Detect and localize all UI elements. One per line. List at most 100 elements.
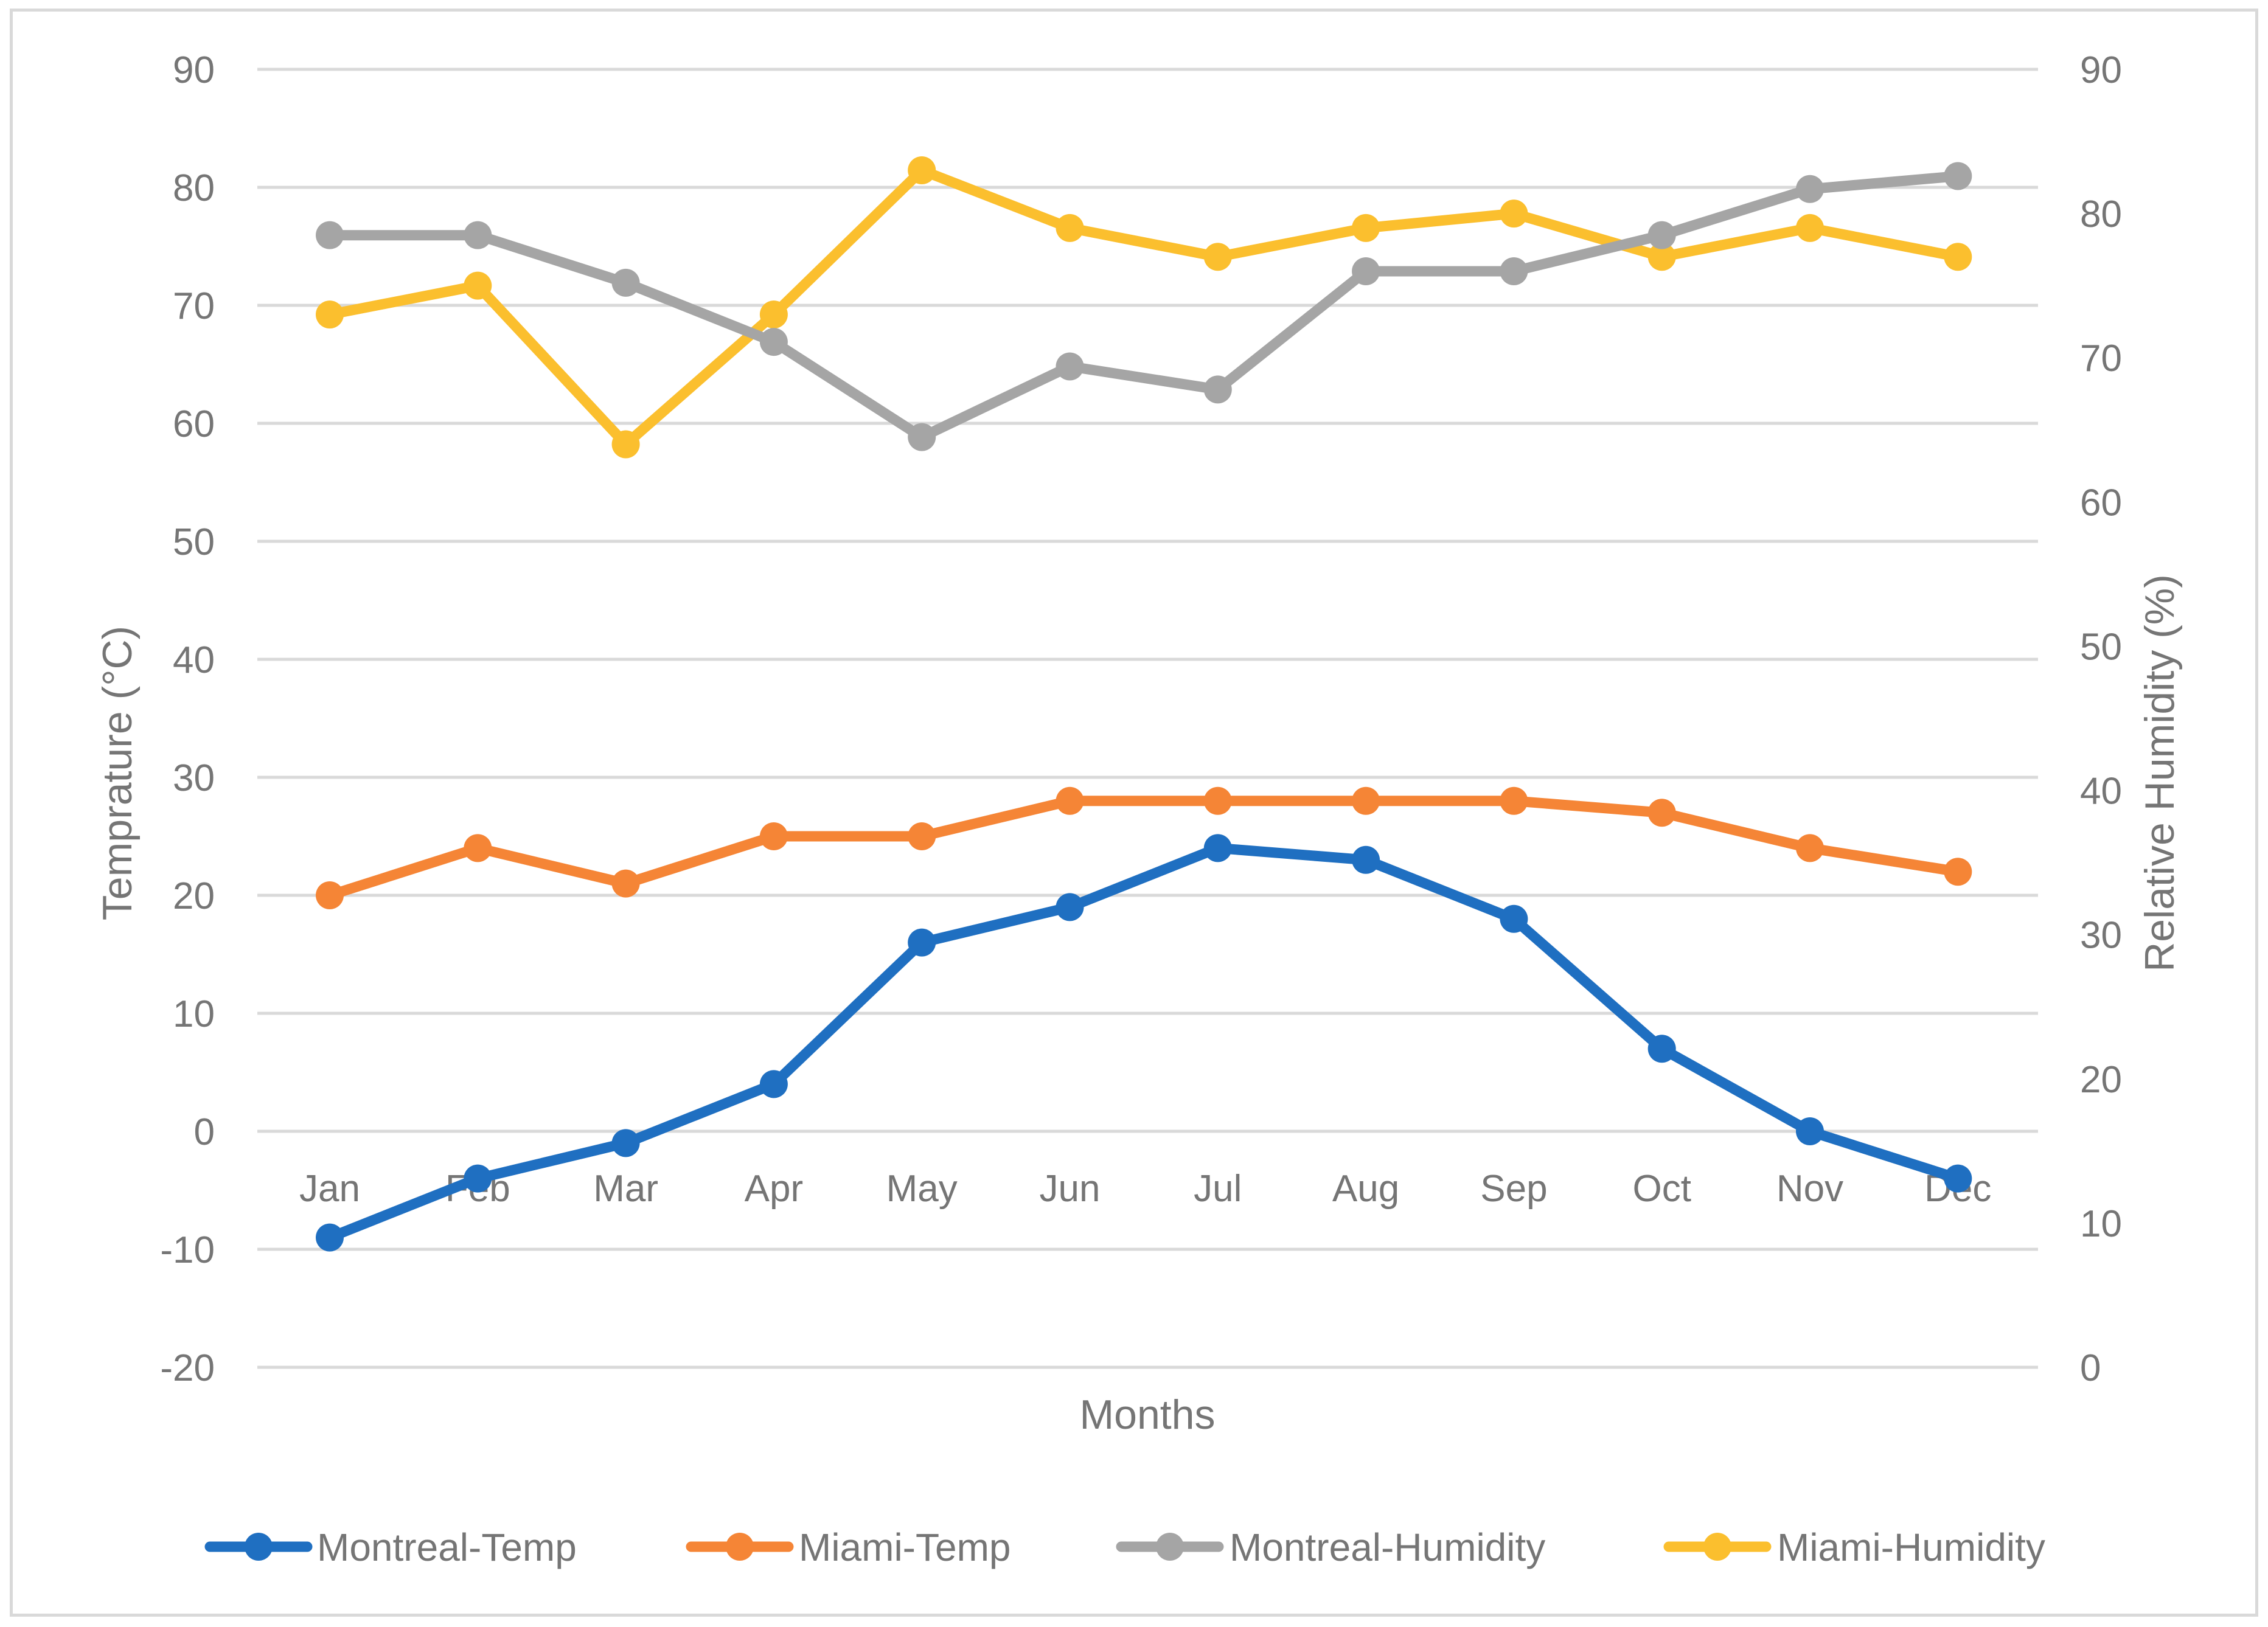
data-point (1056, 213, 1084, 242)
series-line (324, 165, 1963, 449)
y-tick-label-right: 60 (2080, 482, 2122, 524)
y-tick-label-right: 50 (2080, 626, 2122, 668)
data-point (464, 271, 492, 300)
data-point (908, 928, 936, 957)
series-montreal-temp (316, 834, 1972, 1252)
series-lines (316, 156, 1972, 1252)
data-point (1944, 858, 1972, 886)
y-tick-label-right: 40 (2080, 771, 2122, 813)
y-axis-title-left: Temprature (°C) (94, 626, 141, 920)
data-point (611, 268, 640, 297)
data-point (316, 1223, 344, 1252)
data-point (908, 822, 936, 850)
y-tick-label-right: 30 (2080, 915, 2122, 957)
y-tick-label-left: 70 (173, 285, 215, 327)
data-point (1944, 162, 1972, 190)
series-line (324, 842, 1963, 1243)
data-point (1500, 199, 1528, 228)
data-point (611, 1129, 640, 1157)
y-tick-label-right: 90 (2080, 49, 2122, 91)
data-point (1056, 786, 1084, 815)
data-point (316, 221, 344, 249)
legend-label: Montreal-Temp (317, 1525, 577, 1569)
data-point (1944, 243, 1972, 271)
left-y-axis: 90 80 70 60 50 40 30 20 10 0 -10 -20 (160, 49, 215, 1389)
y-tick-label-right: 70 (2080, 338, 2122, 380)
data-point (1796, 175, 1824, 203)
y-tick-label-right: 0 (2080, 1347, 2101, 1389)
legend: Montreal-Temp Miami-Temp Montreal-Humidity… (204, 1525, 2045, 1569)
chart-frame: 90 80 70 60 50 40 30 20 10 0 -10 -20 90 80 70 60 50 40 30… (10, 9, 2258, 1617)
data-point (759, 1070, 788, 1098)
legend-item-montreal-temp: Montreal-Temp (204, 1525, 577, 1569)
x-tick-label: Jul (1194, 1168, 1242, 1210)
data-point (1647, 221, 1676, 249)
y-tick-label-right: 10 (2080, 1203, 2122, 1245)
data-point (1352, 845, 1380, 874)
data-point (1647, 799, 1676, 827)
data-point (316, 881, 344, 909)
y-tick-label-left: 50 (173, 521, 215, 563)
data-point (316, 300, 344, 329)
y-tick-label-left: 80 (173, 167, 215, 209)
data-point (1352, 786, 1380, 815)
data-point (1500, 786, 1528, 815)
x-tick-label: Apr (745, 1168, 803, 1210)
legend-label: Miami-Humidity (1777, 1525, 2045, 1569)
data-point (1352, 257, 1380, 285)
data-point (1203, 786, 1232, 815)
data-point (1500, 904, 1528, 933)
x-tick-label: Nov (1776, 1168, 1843, 1210)
data-point (759, 822, 788, 850)
series-line (324, 796, 1963, 901)
data-point (1056, 893, 1084, 921)
y-tick-label-right: 80 (2080, 193, 2122, 235)
x-tick-label: Jun (1040, 1168, 1101, 1210)
series-miami-humidity (316, 156, 1972, 459)
data-point (611, 430, 640, 459)
data-point (1203, 375, 1232, 404)
y-tick-label-left: 30 (173, 757, 215, 799)
data-point (464, 1164, 492, 1193)
data-point (611, 869, 640, 898)
data-point (1352, 213, 1380, 242)
legend-item-miami-humidity: Miami-Humidity (1663, 1525, 2045, 1569)
legend-label: Montreal-Humidity (1230, 1525, 1545, 1569)
data-point (1796, 1117, 1824, 1145)
data-point (1203, 834, 1232, 862)
legend-swatch-marker (726, 1533, 754, 1561)
data-point (759, 328, 788, 356)
data-point (908, 156, 936, 184)
x-axis: JanFebMarAprMayJunJulAugSepOctNovDec (299, 1168, 1991, 1210)
x-axis-title: Months (1080, 1392, 1216, 1438)
y-tick-label-left: 90 (173, 49, 215, 91)
gridlines (257, 68, 2038, 1369)
line-chart: 90 80 70 60 50 40 30 20 10 0 -10 -20 90 80 70 60 50 40 30… (94, 49, 2183, 1569)
legend-label: Miami-Temp (799, 1525, 1011, 1569)
x-tick-label: Jan (299, 1168, 360, 1210)
y-tick-label-left: 60 (173, 403, 215, 445)
data-point (1796, 834, 1824, 862)
y-tick-label-left: -10 (160, 1229, 215, 1271)
y-tick-label-right: 20 (2080, 1059, 2122, 1101)
x-tick-label: Aug (1332, 1168, 1399, 1210)
x-tick-label: Mar (593, 1168, 658, 1210)
x-tick-label: Oct (1632, 1168, 1691, 1210)
y-tick-label-left: -20 (160, 1347, 215, 1389)
series-line (324, 171, 1963, 443)
right-y-axis: 90 80 70 60 50 40 30 20 10 0 (2080, 49, 2122, 1389)
legend-item-montreal-humidity: Montreal-Humidity (1116, 1525, 1545, 1569)
data-point (759, 300, 788, 329)
data-point (1796, 213, 1824, 242)
data-point (908, 423, 936, 451)
data-point (1944, 1164, 1972, 1193)
data-point (1056, 352, 1084, 381)
series-miami-temp (316, 786, 1972, 909)
legend-swatch-marker (1156, 1533, 1184, 1561)
y-tick-label-left: 20 (173, 875, 215, 917)
y-tick-label-left: 40 (173, 639, 215, 681)
y-tick-label-left: 0 (194, 1111, 215, 1153)
x-tick-label: May (886, 1168, 958, 1210)
data-point (1647, 1035, 1676, 1063)
data-point (464, 221, 492, 249)
